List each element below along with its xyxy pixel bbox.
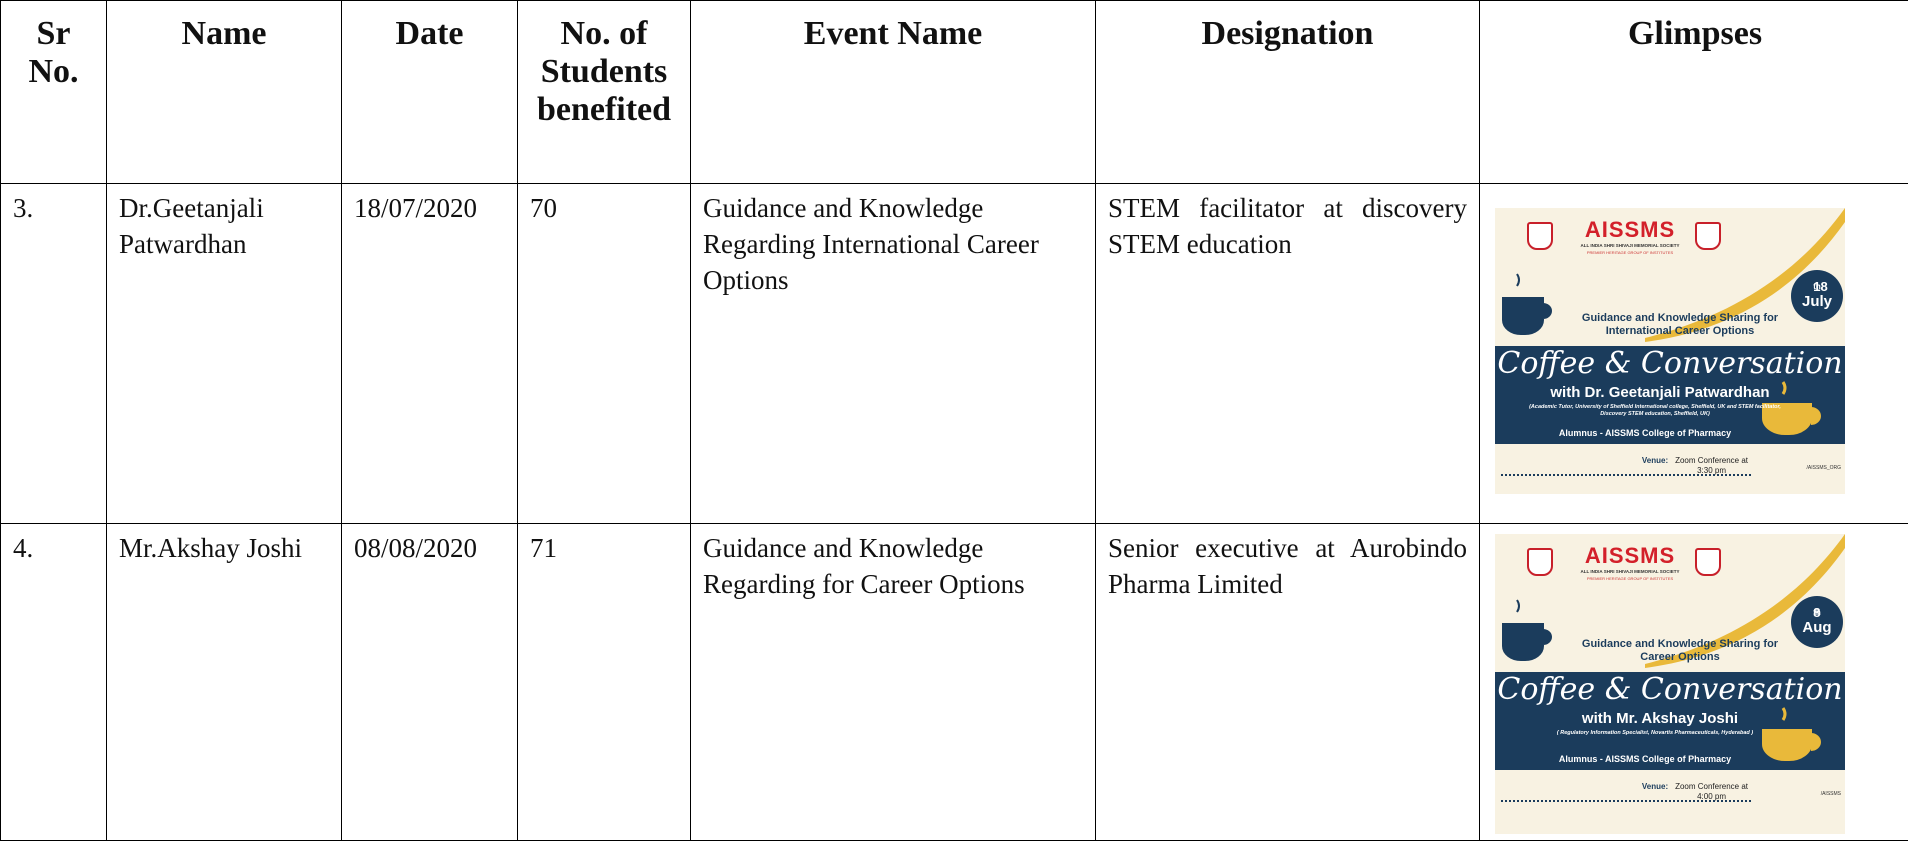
poster-handle: /AISSMS <box>1821 791 1841 797</box>
poster-society: ALL INDIA SHRI SHIVAJI MEMORIAL SOCIETY <box>1550 243 1710 249</box>
poster-guest: with Dr. Geetanjali Patwardhan <box>1495 384 1825 402</box>
date-cell: 18/07/2020 <box>342 184 518 524</box>
poster-alumnus: Alumnus - AISSMS College of Pharmacy <box>1495 428 1795 439</box>
poster-heading: Coffee & Conversation <box>1495 346 1845 382</box>
venue-label: Venue: <box>1642 456 1668 465</box>
badge-month: Aug <box>1791 620 1843 636</box>
header-cell: Sr No. <box>1 1 107 184</box>
poster-dots <box>1501 474 1751 476</box>
name-cell: Mr.Akshay Joshi <box>107 524 342 841</box>
poster-guest-note: (Academic Tutor, University of Sheffield… <box>1525 404 1785 418</box>
students-cell: 71 <box>518 524 691 841</box>
header-cell: Glimpses <box>1480 1 1908 184</box>
venue-text: Zoom Conference at 4:00 pm <box>1668 782 1755 802</box>
sr-no-cell: 3. <box>1 184 107 524</box>
date-cell: 08/08/2020 <box>342 524 518 841</box>
venue-text: Zoom Conference at 3:30 pm <box>1668 456 1755 476</box>
day-number: 8 <box>1813 606 1820 620</box>
poster-venue: Venue: Zoom Conference at 4:00 pm <box>1555 782 1755 792</box>
designation-cell: STEM facilitator at discovery STEM educa… <box>1096 184 1480 524</box>
sr-no-cell: 4. <box>1 524 107 841</box>
event-name-cell: Guidance and Knowledge Regarding Interna… <box>691 184 1096 524</box>
name-cell: Dr.Geetanjali Patwardhan <box>107 184 342 524</box>
students-cell: 70 <box>518 184 691 524</box>
day-number: 18 <box>1813 280 1827 294</box>
header-cell: Event Name <box>691 1 1096 184</box>
poster-topic: Guidance and Knowledge Sharing for Caree… <box>1565 638 1795 664</box>
poster-heading: Coffee & Conversation <box>1495 672 1845 708</box>
poster-brand: AISSMS <box>1575 218 1685 242</box>
header-cell: Designation <box>1096 1 1480 184</box>
badge-month: July <box>1791 294 1843 310</box>
designation-cell: Senior executive at Aurobindo Pharma Lim… <box>1096 524 1480 841</box>
poster-guest: with Mr. Akshay Joshi <box>1495 710 1825 728</box>
poster-guest-note: ( Regulatory Information Specialist, Nov… <box>1525 730 1785 737</box>
poster-topic: Guidance and Knowledge Sharing for Inter… <box>1565 312 1795 338</box>
header-cell: Name <box>107 1 342 184</box>
poster-brand: AISSMS <box>1575 544 1685 568</box>
poster-venue: Venue: Zoom Conference at 3:30 pm <box>1555 456 1755 466</box>
poster-tagline: PREMIER HERITAGE GROUP OF INSTITUTES <box>1550 576 1710 581</box>
poster-tagline: PREMIER HERITAGE GROUP OF INSTITUTES <box>1550 250 1710 255</box>
poster-alumnus: Alumnus - AISSMS College of Pharmacy <box>1495 754 1795 765</box>
poster-dots <box>1501 800 1751 802</box>
header-cell: No. of Students benefited <box>518 1 691 184</box>
poster-society: ALL INDIA SHRI SHIVAJI MEMORIAL SOCIETY <box>1550 569 1710 575</box>
poster-handle: /AISSMS_ORG <box>1807 465 1841 471</box>
event-name-cell: Guidance and Knowledge Regarding for Car… <box>691 524 1096 841</box>
venue-label: Venue: <box>1642 782 1668 791</box>
header-cell: Date <box>342 1 518 184</box>
